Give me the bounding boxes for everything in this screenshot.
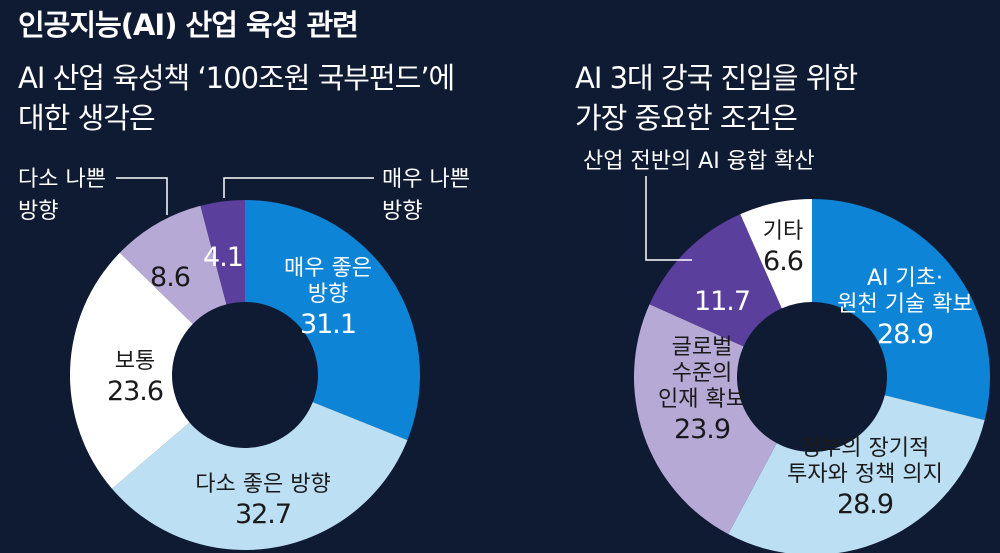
value-label-other: 6.6 (763, 246, 803, 277)
slice-label-gov-investment: 정부의 장기적 (801, 436, 929, 461)
slice-other (740, 199, 812, 309)
slice-somewhat-bad (119, 205, 227, 324)
main-title: 인공지능(AI) 산업 육성 관련 (18, 8, 359, 42)
callout-very-bad-line-2: 방향 (382, 199, 422, 224)
value-label-neutral: 23.6 (107, 376, 163, 407)
right-chart-title-line-2: 가장 중요한 조건은 (575, 101, 798, 135)
value-label-global-talent: 23.9 (674, 414, 730, 445)
right-chart-title-line-1: AI 3대 강국 진입을 위한 (575, 61, 858, 95)
value-label-very-bad: 4.1 (203, 242, 243, 273)
left-chart-title: AI 산업 육성책 ‘100조원 국부펀드’에 대한 생각은 (18, 58, 455, 138)
left-chart-title-line-2: 대한 생각은 (18, 101, 156, 135)
callout-very-bad-line-1: 매우 나쁜 (382, 167, 470, 192)
slice-label-very-good: 방향 (308, 282, 348, 307)
slice-label-somewhat-good: 다소 좋은 방향 (195, 472, 330, 497)
value-label-ai-convergence: 11.7 (694, 286, 750, 317)
value-label-gov-investment: 28.9 (837, 489, 893, 520)
slice-label-very-good: 매우 좋은 (284, 256, 372, 281)
slice-label-gov-investment: 투자와 정책 의지 (787, 462, 943, 487)
callout-somewhat-bad-line-1: 다소 나쁜 (18, 167, 106, 192)
slice-global-talent (633, 304, 777, 535)
slice-label-other: 기타 (763, 219, 803, 244)
callout-line-ai-convergence (645, 176, 692, 261)
slice-very-good (245, 200, 420, 441)
slice-label-ai-core-tech: 원천 기술 확보 (837, 292, 972, 317)
value-label-very-good: 31.1 (300, 309, 356, 340)
slice-label-global-talent: 인재 확보 (658, 387, 746, 412)
right-chart-title: AI 3대 강국 진입을 위한 가장 중요한 조건은 (575, 58, 858, 138)
slice-label-global-talent: 글로벌 (672, 335, 733, 360)
slice-ai-core-tech (812, 198, 990, 421)
value-label-somewhat-good: 32.7 (235, 499, 291, 530)
value-label-somewhat-bad: 8.6 (150, 262, 190, 293)
slice-neutral (70, 252, 193, 489)
callout-line-very-bad (223, 177, 374, 198)
callout-ai-convergence: 산업 전반의 AI 융합 확산 (583, 149, 815, 174)
slice-ai-convergence (649, 214, 782, 347)
left-chart-title-line-1: AI 산업 육성책 ‘100조원 국부펀드’에 (18, 61, 455, 95)
slice-gov-investment (728, 395, 985, 553)
callout-somewhat-bad-line-2: 방향 (18, 199, 58, 224)
value-label-ai-core-tech: 28.9 (877, 319, 933, 350)
slice-somewhat-good (112, 402, 408, 550)
slice-label-ai-core-tech: AI 기초· (867, 266, 943, 291)
slice-label-global-talent: 수준의 (672, 361, 733, 386)
slice-very-bad (200, 200, 245, 305)
slice-label-neutral: 보통 (115, 349, 155, 374)
callout-line-somewhat-bad (116, 177, 168, 215)
